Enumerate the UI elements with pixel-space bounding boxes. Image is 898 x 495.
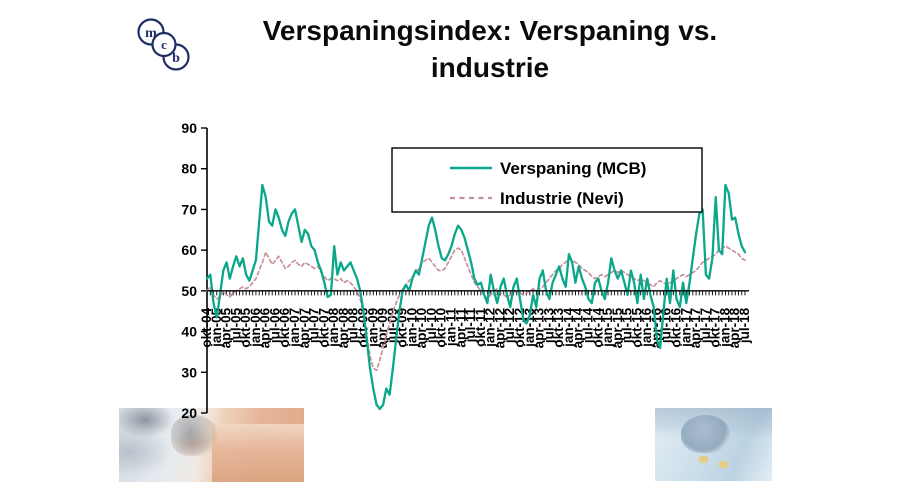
logo-letter-b: b: [172, 51, 180, 66]
x-tick-label: jul-05: [228, 307, 243, 344]
x-tick-label: okt-15: [629, 307, 644, 347]
x-tick-label: apr-12: [492, 308, 507, 349]
x-tick-label: okt-13: [551, 307, 566, 347]
y-tick-label: 90: [181, 120, 197, 136]
x-tick-label: jul-08: [346, 307, 361, 344]
x-tick-label: jan-07: [287, 308, 302, 348]
x-tick-label: apr-18: [727, 307, 742, 348]
series-line-industrie-nevi: [206, 245, 746, 372]
legend-label-industrie: Industrie (Nevi): [500, 189, 624, 208]
x-tick-label: jan-08: [326, 307, 341, 348]
spindle-head-shape: [680, 415, 730, 454]
legend-box: [391, 147, 703, 213]
x-tick-label: okt-06: [277, 307, 292, 347]
x-tick-label: apr-17: [688, 308, 703, 349]
x-tick-label: jan-15: [600, 307, 615, 348]
x-tick-label: apr-05: [219, 307, 234, 348]
y-tick-label: 50: [181, 283, 197, 299]
x-tick-label: apr-10: [414, 308, 429, 349]
y-tick-label: 20: [181, 405, 197, 421]
x-tick-label: jul-07: [307, 308, 322, 344]
machine-photo-right: [655, 408, 772, 481]
x-tick-label: apr-11: [453, 307, 468, 347]
x-tick-label: jul-06: [267, 307, 282, 344]
x-tick-label: jul-11: [463, 307, 478, 343]
logo-letter-c: c: [161, 37, 167, 52]
x-tick-label: jan-06: [248, 307, 263, 348]
x-tick-label: jul-18: [737, 307, 752, 344]
slide-title: Verspaningsindex: Verspaning vs. industr…: [262, 15, 718, 83]
machining-photo-left: [119, 408, 304, 482]
x-tick-label: apr-07: [297, 308, 312, 349]
copper-workpiece: [211, 424, 304, 482]
y-tick-label: 40: [181, 324, 197, 340]
x-tick-label: apr-06: [258, 307, 273, 348]
x-tick-label: jan-14: [561, 307, 576, 348]
logo-circle-c: [151, 31, 177, 58]
x-tick-label: jan-16: [639, 307, 654, 348]
verspaningsindex-chart: 20 30 40 50 60 70 80 90 okt-04jan-05apr-05jul-05…: [181, 120, 752, 421]
x-tick-label: jan-11: [444, 307, 459, 347]
y-tick-label: 30: [181, 364, 197, 380]
x-tick-label: okt-14: [590, 307, 605, 347]
machine-detail-dot: [699, 456, 709, 464]
legend-label-verspaning: Verspaning (MCB): [500, 159, 646, 178]
x-tick-label: jul-10: [424, 308, 439, 344]
x-tick-label: apr-15: [610, 307, 625, 348]
x-tick-label: okt-17: [708, 308, 723, 348]
x-tick-label: jul-14: [580, 307, 595, 344]
x-tick-label: jul-17: [698, 308, 713, 344]
x-tick-label: jan-09: [365, 308, 380, 348]
y-axis: 20 30 40 50 60 70 80 90: [181, 120, 208, 421]
chart-legend: Verspaning (MCB) Industrie (Nevi): [391, 147, 703, 213]
series-line-verspaning-mcb: [205, 183, 747, 411]
y-tick-label: 60: [181, 242, 197, 258]
x-tick-label: jan-05: [209, 307, 224, 348]
x-tick-label: jan-17: [678, 308, 693, 348]
y-tick-label: 80: [181, 161, 197, 177]
x-tick-label: jan-10: [404, 308, 419, 348]
mcb-logo-icon: m c b: [137, 18, 190, 71]
x-tick-label: okt-04: [199, 307, 214, 347]
x-tick-label: jul-15: [620, 307, 635, 344]
x-tick-label: okt-05: [238, 307, 253, 347]
x-tick-label: okt-07: [316, 308, 331, 348]
x-tick-label: jan-12: [483, 308, 498, 348]
logo-letter-m: m: [145, 26, 157, 41]
machine-detail-dot: [719, 460, 729, 468]
x-tick-label: jan-18: [717, 307, 732, 348]
x-tick-label: okt-10: [434, 308, 449, 348]
cutting-tool-shape: [170, 415, 219, 457]
x-tick-label: jan-13: [522, 307, 537, 348]
y-tick-label: 70: [181, 201, 197, 217]
x-tick-label: okt-16: [669, 307, 684, 347]
x-tick-label: apr-13: [532, 307, 547, 348]
x-tick-label: okt-11: [473, 307, 488, 347]
x-tick-label: apr-08: [336, 307, 351, 348]
x-tick-label: jul-13: [541, 307, 556, 344]
x-tick-label: jul-12: [502, 308, 517, 344]
x-tick-label: apr-14: [571, 307, 586, 348]
x-axis: okt-04jan-05apr-05jul-05okt-05jan-06apr-…: [199, 290, 752, 349]
